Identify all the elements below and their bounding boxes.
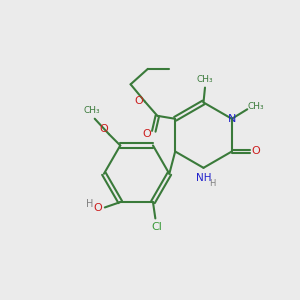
Text: H: H: [208, 179, 215, 188]
Text: CH₃: CH₃: [247, 102, 264, 111]
Text: O: O: [134, 96, 143, 106]
Text: O: O: [99, 124, 108, 134]
Text: O: O: [252, 146, 261, 157]
Text: H: H: [86, 199, 93, 209]
Text: O: O: [143, 129, 152, 139]
Text: NH: NH: [196, 173, 211, 183]
Text: CH₃: CH₃: [83, 106, 100, 115]
Text: N: N: [228, 114, 236, 124]
Text: Cl: Cl: [152, 222, 162, 232]
Text: O: O: [93, 203, 102, 213]
Text: CH₃: CH₃: [197, 75, 213, 84]
